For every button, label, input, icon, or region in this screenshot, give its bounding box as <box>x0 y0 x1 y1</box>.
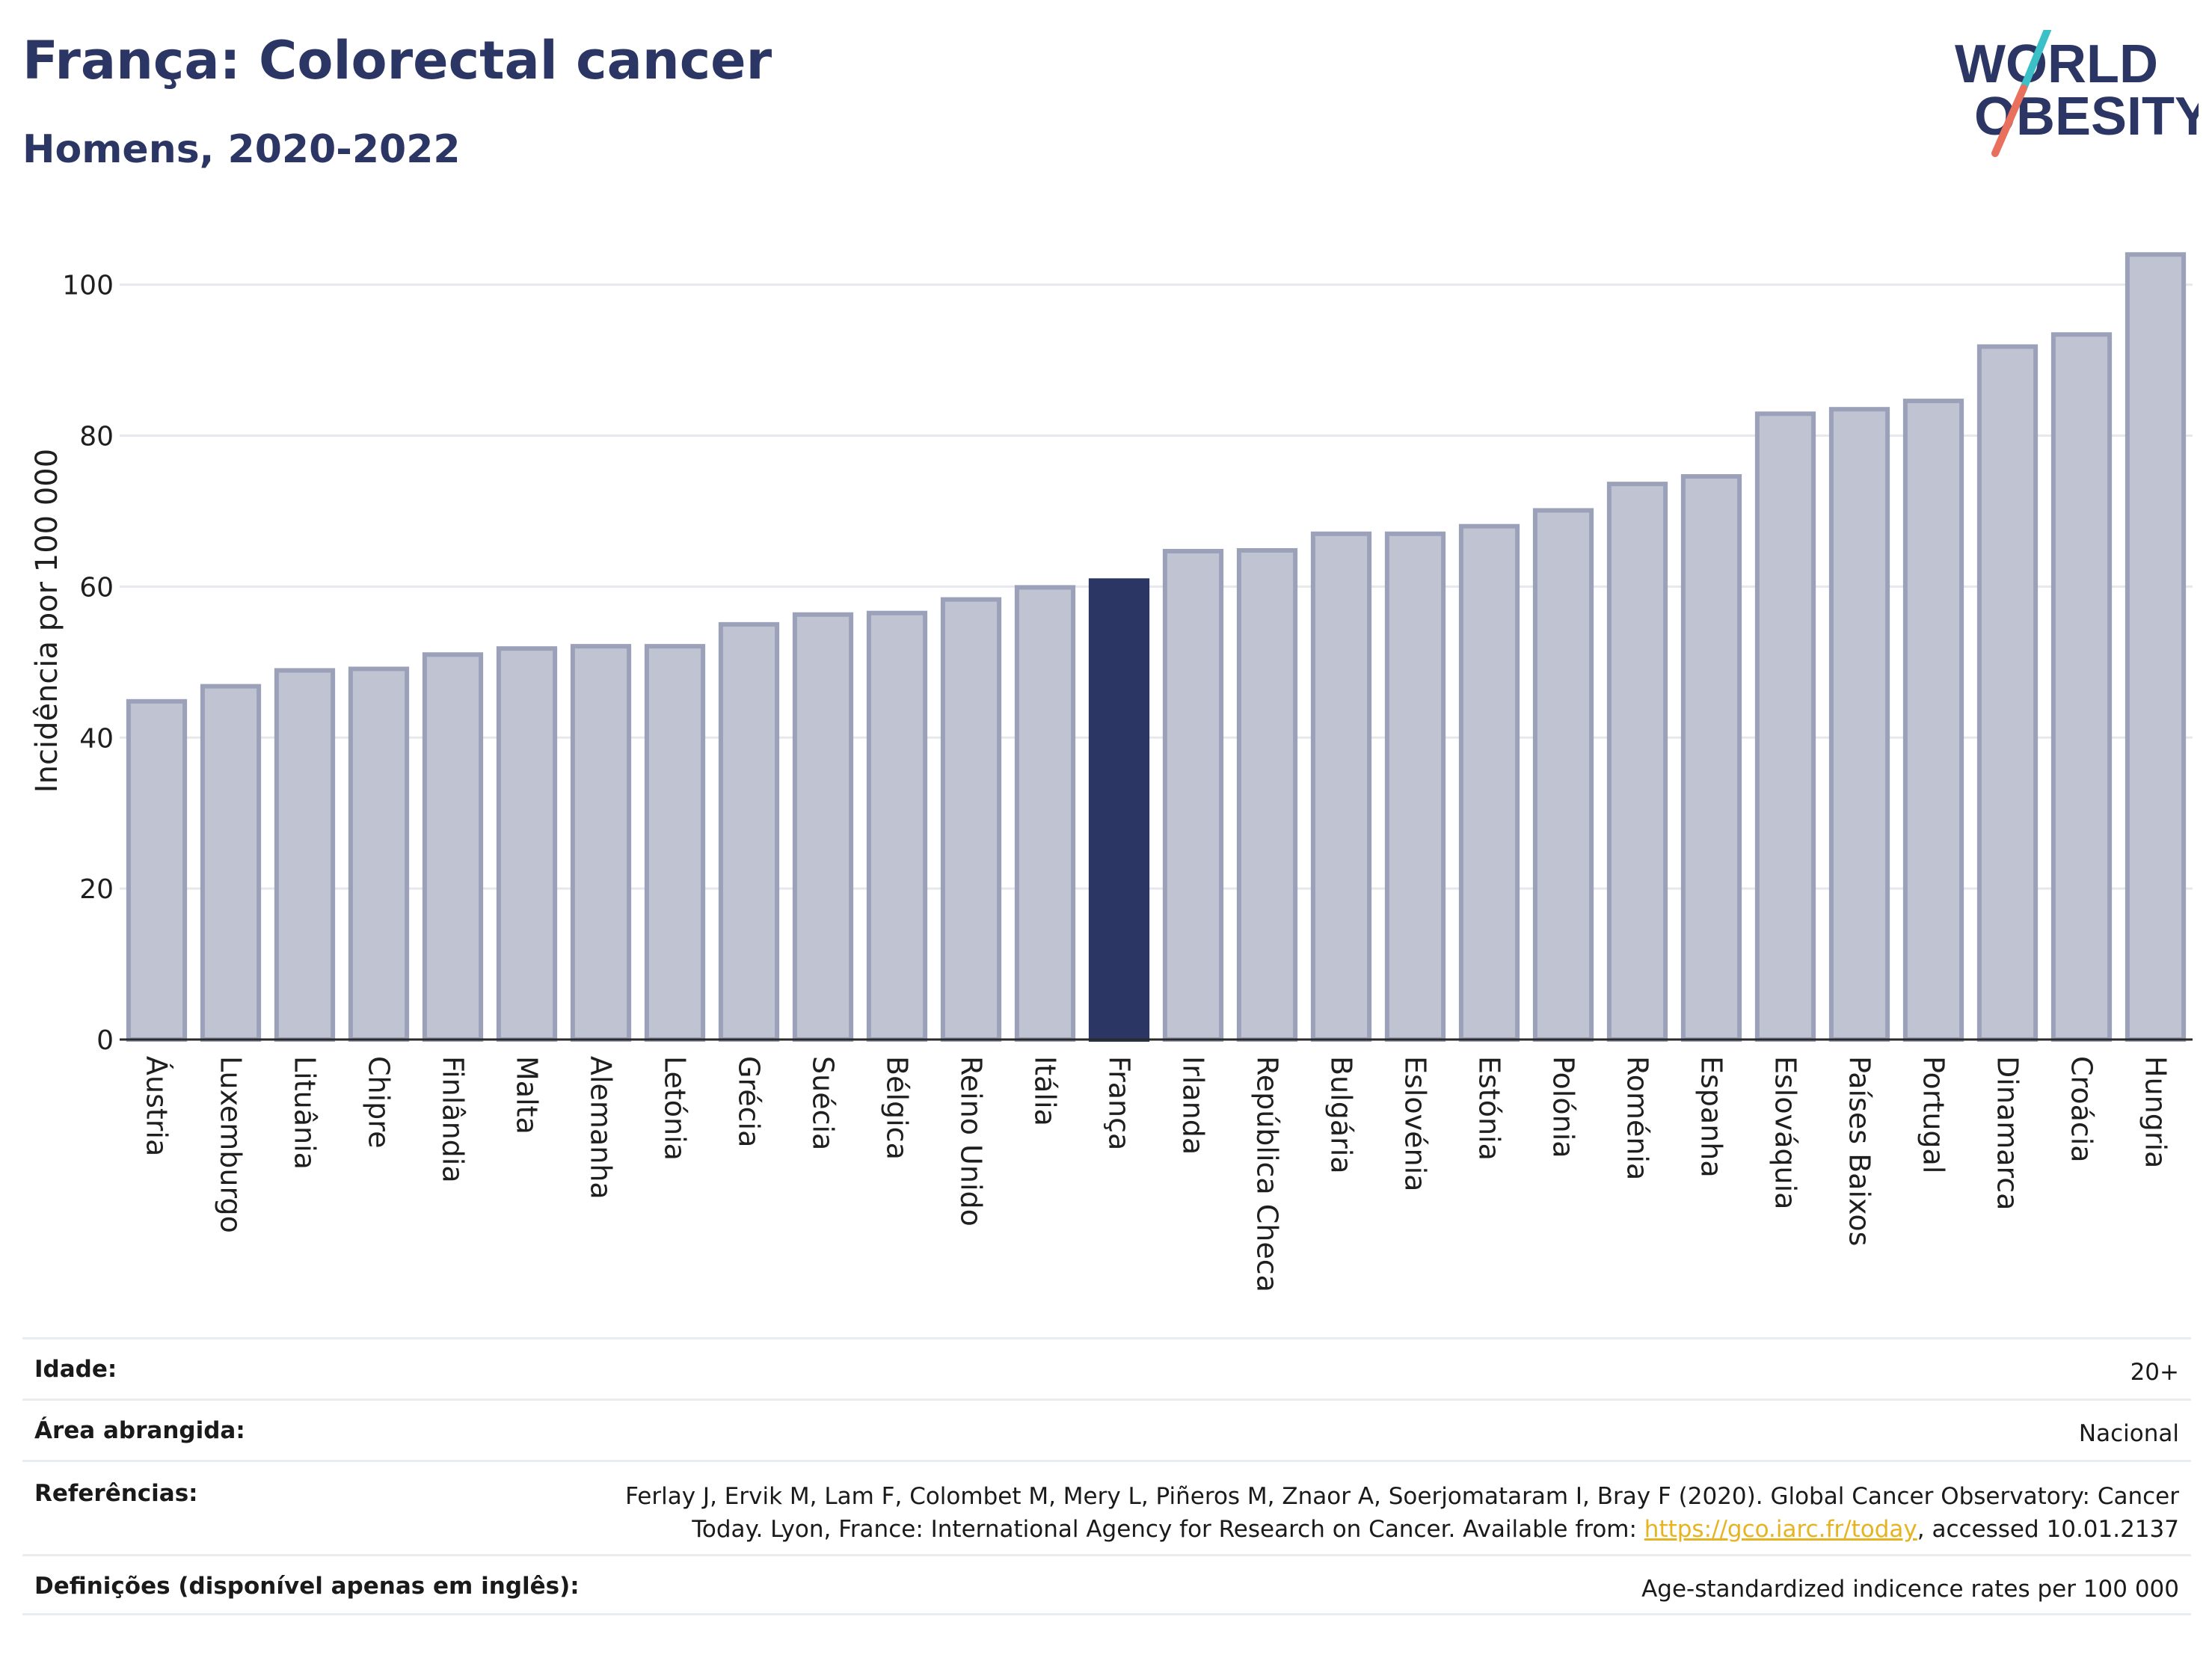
bar <box>1458 523 1520 1042</box>
x-tick-label: Dinamarca <box>1991 1056 2024 1210</box>
bar <box>1828 407 1890 1042</box>
info-table: Idade: 20+ Área abrangida: Nacional Refe… <box>22 1337 2191 1615</box>
references-line-1: Ferlay J, Ervik M, Lam F, Colombet M, Me… <box>625 1483 2179 1510</box>
logo-word-world: WORLD <box>1955 34 2158 94</box>
x-tick-label: França <box>1103 1056 1136 1150</box>
bar <box>1088 578 1150 1042</box>
age-label: Idade: <box>34 1356 117 1383</box>
bar <box>200 684 262 1042</box>
bar <box>570 644 632 1042</box>
x-tick-label: Países Baixos <box>1843 1056 1876 1246</box>
y-axis-label: Incidência por 100 000 <box>30 449 64 793</box>
x-tick-label: Áustria <box>141 1056 173 1156</box>
bar <box>1606 482 1668 1042</box>
references-label: Referências: <box>34 1480 198 1507</box>
world-obesity-logo: WORLD OBESITY <box>1955 30 2199 157</box>
chart-title: França: Colorectal cancer <box>22 30 772 91</box>
info-row-age: Idade: 20+ <box>22 1337 2191 1398</box>
x-tick-label: Polónia <box>1547 1056 1580 1158</box>
bar <box>1902 399 1964 1042</box>
area-label: Área abrangida: <box>34 1417 245 1444</box>
bar <box>1976 344 2039 1043</box>
logo-slash-red <box>1991 85 2027 157</box>
x-tick-label: Croácia <box>2065 1056 2098 1163</box>
bar <box>496 646 558 1042</box>
x-tick-label: Alemanha <box>585 1056 618 1200</box>
bar <box>718 621 780 1042</box>
y-tick-label: 80 <box>79 422 114 452</box>
x-tick-label: Grécia <box>733 1056 766 1147</box>
bar <box>348 666 410 1042</box>
bar <box>2050 332 2113 1042</box>
x-tick-label: Finlândia <box>437 1056 470 1183</box>
x-tick-label: Itália <box>1029 1056 1062 1126</box>
bar <box>940 597 1002 1042</box>
bar <box>1162 548 1224 1042</box>
x-tick-label: Estónia <box>1473 1056 1506 1161</box>
references-value: Ferlay J, Ervik M, Lam F, Colombet M, Me… <box>625 1480 2191 1546</box>
x-tick-label: Eslovénia <box>1399 1056 1432 1191</box>
chart-subtitle: Homens, 2020-2022 <box>22 127 461 172</box>
bar <box>1014 585 1076 1042</box>
x-tick-label: Lituânia <box>289 1056 322 1170</box>
bar <box>1532 508 1594 1042</box>
x-tick-label: Suécia <box>807 1056 840 1150</box>
definitions-label: Definições (disponível apenas em inglês)… <box>34 1573 580 1600</box>
x-tick-label: Malta <box>511 1056 544 1134</box>
age-value: 20+ <box>2130 1359 2179 1386</box>
info-row-area: Área abrangida: Nacional <box>22 1398 2191 1460</box>
x-tick-label: Reino Unido <box>955 1056 988 1226</box>
y-tick-label: 40 <box>79 723 114 754</box>
x-tick-label: República Checa <box>1251 1056 1284 1292</box>
references-line-2-start: Today. Lyon, France: International Agenc… <box>692 1516 1644 1543</box>
logo-slash-teal <box>2020 30 2051 92</box>
x-tick-label: Letónia <box>659 1056 692 1161</box>
y-tick-label: 60 <box>79 572 114 603</box>
y-tick-label: 20 <box>79 874 114 905</box>
bar <box>1236 547 1298 1042</box>
x-tick-label: Bélgica <box>881 1056 914 1160</box>
x-tick-label: Chipre <box>363 1056 396 1148</box>
bar <box>274 668 336 1043</box>
x-tick-label: Hungria <box>2139 1056 2172 1168</box>
bar <box>422 652 484 1042</box>
info-row-definitions: Definições (disponível apenas em inglês)… <box>22 1554 2191 1615</box>
bar <box>1754 411 1816 1042</box>
bar <box>1680 474 1742 1042</box>
references-line-2-end: , accessed 10.01.2137 <box>1917 1516 2179 1543</box>
area-value: Nacional <box>2078 1420 2179 1447</box>
bar <box>1384 531 1446 1042</box>
x-tick-label: Bulgária <box>1325 1056 1358 1174</box>
bar <box>866 610 928 1042</box>
bar <box>126 698 188 1043</box>
x-tick-label: Luxemburgo <box>215 1056 248 1233</box>
y-tick-label: 0 <box>96 1025 114 1056</box>
x-tick-label: Eslováquia <box>1769 1056 1802 1209</box>
definitions-value: Age-standardized indicence rates per 100… <box>1641 1576 2179 1603</box>
y-tick-label: 100 <box>62 271 114 301</box>
bar-chart: 0 20 40 60 80 100 Incidência por 100 000 Áustri… <box>30 252 2193 1292</box>
bar <box>1310 531 1372 1042</box>
x-tick-label: Roménia <box>1621 1056 1654 1180</box>
x-tick-label: Portugal <box>1917 1056 1950 1173</box>
x-tick-label: Irlanda <box>1177 1056 1210 1155</box>
bar <box>2125 252 2187 1042</box>
info-row-references: Referências: Ferlay J, Ervik M, Lam F, C… <box>22 1460 2191 1554</box>
x-tick-label: Espanha <box>1695 1056 1728 1178</box>
bar <box>792 612 854 1042</box>
references-link[interactable]: https://gco.iarc.fr/today <box>1644 1516 1917 1543</box>
bar <box>644 644 706 1042</box>
